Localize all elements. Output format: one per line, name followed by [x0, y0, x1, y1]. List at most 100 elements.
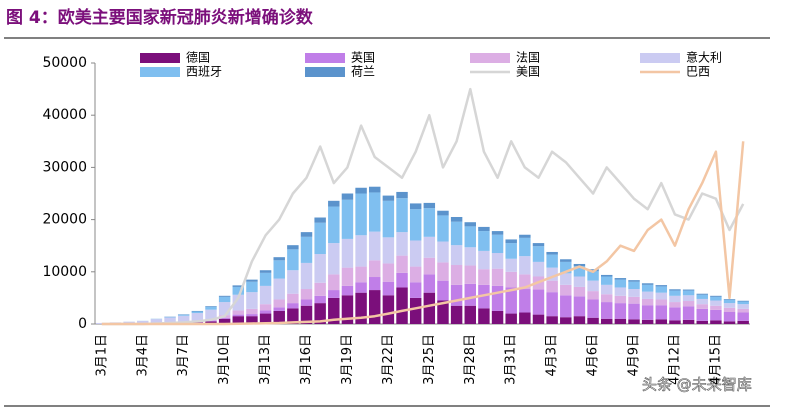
legend-swatch: [640, 53, 680, 63]
bar-segment: [628, 282, 639, 289]
bar-segment: [656, 319, 667, 324]
legend-swatch: [140, 67, 180, 77]
bar-segment: [478, 251, 489, 269]
bar-segment: [219, 297, 230, 302]
bar-segment: [410, 282, 421, 298]
bar-segment: [314, 296, 325, 303]
bar-segment: [410, 209, 421, 240]
bar-segment: [656, 305, 667, 319]
bar-segment: [396, 232, 407, 255]
bar-segment: [710, 301, 721, 306]
bar-segment: [587, 291, 598, 299]
bar-segment: [369, 187, 380, 193]
bar-segment: [697, 321, 708, 324]
bar-segment: [737, 309, 748, 313]
bar-segment: [628, 289, 639, 297]
bar-segment: [260, 273, 271, 286]
bar-segment: [451, 245, 462, 265]
bar-segment: [574, 276, 585, 286]
legend-swatch: [470, 53, 510, 63]
bar-segment: [396, 256, 407, 273]
bar-segment: [342, 194, 353, 200]
bar-segment: [287, 245, 298, 249]
bar-segment: [342, 200, 353, 239]
bar-segment: [328, 201, 339, 207]
bar-segment: [492, 253, 503, 269]
bar-segment: [546, 292, 557, 316]
bar-segment: [314, 218, 325, 223]
bar-segment: [546, 255, 557, 268]
bar-segment: [601, 285, 612, 294]
bar-segment: [328, 274, 339, 290]
bar-segment: [383, 201, 394, 238]
bar-segment: [178, 315, 189, 316]
bar-segment: [601, 276, 612, 284]
bar-segment: [669, 291, 680, 296]
x-tick-label: 3月16日: [299, 334, 314, 385]
bar-segment: [724, 321, 735, 324]
bar-segment: [369, 277, 380, 290]
bar-segment: [478, 308, 489, 324]
bar-segment: [533, 315, 544, 324]
bar-segment: [328, 207, 339, 244]
bar-segment: [451, 217, 462, 222]
bar-segment: [273, 260, 284, 278]
bar-segment: [355, 267, 366, 283]
bar-segment: [246, 309, 257, 314]
bar-segment: [492, 231, 503, 235]
bar-segment: [546, 316, 557, 324]
bar-segment: [642, 292, 653, 299]
bar-segment: [437, 281, 448, 301]
bar-segment: [314, 223, 325, 254]
bar-segment: [737, 301, 748, 302]
bar-segment: [710, 320, 721, 324]
bar-segment: [574, 316, 585, 324]
bar-segment: [383, 295, 394, 324]
bar-segment: [342, 239, 353, 268]
bar-segment: [683, 295, 694, 301]
x-tick-label: 4月3日: [545, 334, 560, 377]
bar-segment: [301, 263, 312, 289]
legend-swatch: [305, 53, 345, 63]
bar-segment: [246, 314, 257, 316]
bar-segment: [451, 265, 462, 285]
bar-segment: [642, 285, 653, 292]
bar-segment: [724, 300, 735, 303]
bar-segment: [710, 306, 721, 310]
bar-segment: [724, 308, 735, 312]
y-tick-label: 20000: [42, 212, 87, 228]
bar-segment: [369, 192, 380, 231]
bar-segment: [505, 272, 516, 288]
bar-segment: [219, 296, 230, 297]
bar-segment: [697, 294, 708, 295]
bar-segment: [737, 313, 748, 321]
bar-segment: [383, 282, 394, 296]
x-tick-label: 3月13日: [258, 334, 273, 385]
bar-segment: [192, 311, 203, 313]
bar-segment: [737, 302, 748, 305]
bar-segment: [369, 232, 380, 261]
bar-segment: [492, 311, 503, 324]
y-tick-label: 10000: [42, 264, 87, 280]
legend-label: 西班牙: [186, 65, 222, 79]
bar-segment: [465, 284, 476, 306]
y-tick-label: 50000: [42, 55, 87, 71]
bar-segment: [396, 192, 407, 198]
bar-segment: [451, 222, 462, 245]
bar-segment: [383, 263, 394, 281]
bar-segment: [478, 231, 489, 251]
bar-segment: [601, 302, 612, 319]
bar-segment: [710, 297, 721, 301]
bar-segment: [260, 310, 271, 313]
bar-segment: [287, 249, 298, 270]
bar-segment: [273, 279, 284, 300]
legend-label: 德国: [186, 50, 210, 65]
bar-segment: [246, 282, 257, 292]
bar-segment: [314, 254, 325, 283]
bar-segment: [628, 280, 639, 282]
bar-segment: [355, 293, 366, 324]
x-tick-label: 3月25日: [422, 334, 437, 385]
y-tick-label: 0: [78, 316, 87, 332]
bar-segment: [683, 306, 694, 320]
